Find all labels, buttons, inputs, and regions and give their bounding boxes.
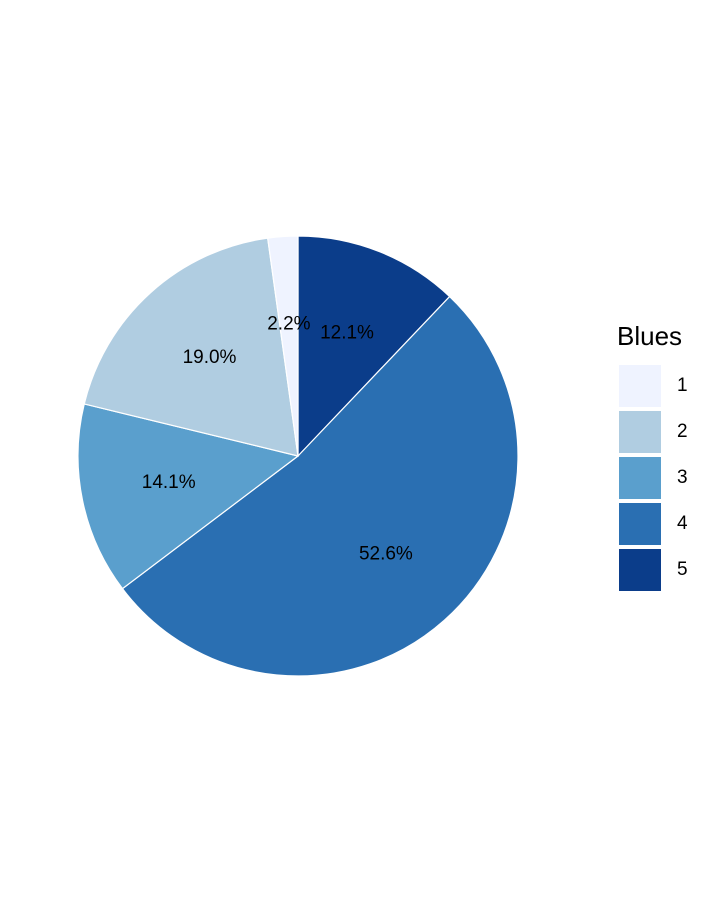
legend-swatch-1	[619, 365, 661, 407]
pie-slices	[77, 235, 519, 677]
pie-slice-labels: 12.1% 52.6% 14.1% 19.0% 2.2%	[142, 313, 413, 564]
pie-slice-1	[267, 235, 299, 457]
slice-label-1: 2.2%	[267, 313, 310, 334]
legend-label-3: 3	[677, 467, 688, 488]
legend-swatch-3	[619, 457, 661, 499]
legend-label-1: 1	[677, 375, 688, 396]
legend-label-4: 4	[677, 513, 688, 534]
pie-slice-3	[77, 403, 300, 590]
legend-items: 1 2 3 4 5	[619, 365, 688, 591]
pie-slice-4	[121, 295, 519, 677]
legend: Blues 1 2 3 4 5	[617, 321, 688, 591]
legend-title: Blues	[617, 321, 682, 351]
slice-label-3: 14.1%	[142, 472, 196, 493]
legend-swatch-5	[619, 549, 661, 591]
slice-label-2: 19.0%	[183, 347, 237, 368]
pie-slice-5	[297, 235, 451, 458]
legend-label-2: 2	[677, 421, 688, 442]
legend-label-5: 5	[677, 559, 688, 580]
slice-label-4: 52.6%	[359, 544, 413, 565]
legend-swatch-4	[619, 503, 661, 545]
slice-label-5: 12.1%	[320, 322, 374, 343]
pie-slice-2	[83, 237, 299, 457]
legend-swatch-2	[619, 411, 661, 453]
